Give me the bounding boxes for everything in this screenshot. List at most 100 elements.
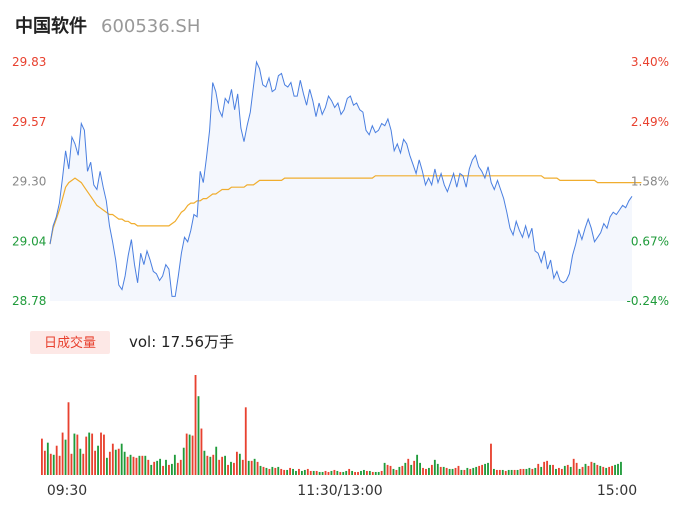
volume-bar [617,463,619,475]
volume-bar [504,470,507,475]
volume-bar [150,464,153,475]
volume-bar [117,448,120,475]
volume-bar [389,465,392,475]
volume-bar [368,470,371,475]
volume-bar [445,467,448,475]
volume-bar [300,470,303,475]
volume-bar [463,469,466,475]
volume-bar [79,448,82,475]
volume-bar [605,467,608,475]
volume-bar [215,446,218,475]
volume-bar [206,455,209,475]
volume-bar [138,455,141,475]
volume-bar [312,470,315,475]
price-tick-label: 29.30 [12,175,46,189]
volume-bar [336,470,339,475]
volume-bar [176,462,179,475]
volume-bar [404,462,407,475]
volume-bars [41,375,622,475]
volume-bar [179,459,182,475]
volume-bar [371,471,374,475]
volume-bar [185,433,188,475]
volume-bar [159,458,161,475]
volume-bar [129,454,132,475]
volume-bar [46,442,49,475]
volume-bar [58,455,61,475]
volume-bar [70,453,73,475]
volume-bar [108,451,111,475]
volume-bar [342,471,345,475]
volume-bar [472,467,475,475]
volume-bar [212,454,215,475]
volume-bar [235,451,238,475]
volume-bar [292,468,294,475]
volume-bar [392,468,395,475]
volume-bar [481,464,484,475]
volume-bar [410,464,413,475]
volume-bar [100,432,102,475]
volume-bar [259,465,262,475]
volume-bar [469,468,472,475]
percent-tick-label: 2.49% [631,115,669,129]
average-price-line [49,175,642,245]
volume-bar [531,468,534,475]
volume-bar [94,450,97,475]
volume-bar [82,453,85,475]
volume-bar [608,466,611,475]
price-tick-label: 29.83 [12,55,46,69]
volume-bar [295,470,297,475]
volume-bar [286,469,289,475]
volume-bar [413,460,416,475]
volume-bar [439,466,442,475]
volume-bar [268,468,271,475]
volume-bar [91,433,94,475]
volume-bar [262,466,265,475]
volume-bar [395,469,398,475]
volume-bar [540,466,543,475]
volume-bar [401,465,404,475]
volume-bar [274,467,277,475]
volume-bar [581,466,584,475]
volume-bar [528,467,531,475]
volume-bar [416,454,419,475]
volume-bar [132,456,135,475]
volume-bar [451,468,454,475]
price-tick-label: 29.04 [12,234,46,248]
volume-bar [141,455,144,475]
volume-bar [165,459,167,475]
volume-bar [478,465,481,475]
volume-bar [519,468,522,475]
volume-bar [552,464,554,475]
volume-bar [425,468,427,475]
volume-bar [578,468,581,475]
volume-bar [230,461,232,475]
volume-bar [52,454,55,475]
volume-bar [374,471,377,475]
volume-bar [105,457,108,475]
price-tick-label: 29.57 [12,115,46,129]
volume-bar [162,465,164,475]
volume-bar [253,458,256,475]
volume-bar [200,428,203,475]
time-tick-label: 15:00 [597,483,637,499]
volume-bar [247,460,250,475]
volume-bar [49,453,52,475]
volume-bar [363,469,365,475]
volume-bar [525,468,528,475]
volume-bar [537,463,540,475]
volume-bar [507,469,510,475]
volume-bar [209,456,212,475]
volume-bar [203,450,206,475]
volume-bar [256,461,259,475]
percent-tick-label: -0.24% [627,294,669,308]
volume-bar [43,450,46,475]
volume-bar [345,470,348,475]
volume-bar [620,461,622,475]
volume-bar [566,464,569,475]
volume-bar [377,471,380,475]
volume-bar [419,462,421,475]
volume-bar [289,467,291,475]
volume-bar [436,463,439,475]
volume-bar [85,436,88,475]
